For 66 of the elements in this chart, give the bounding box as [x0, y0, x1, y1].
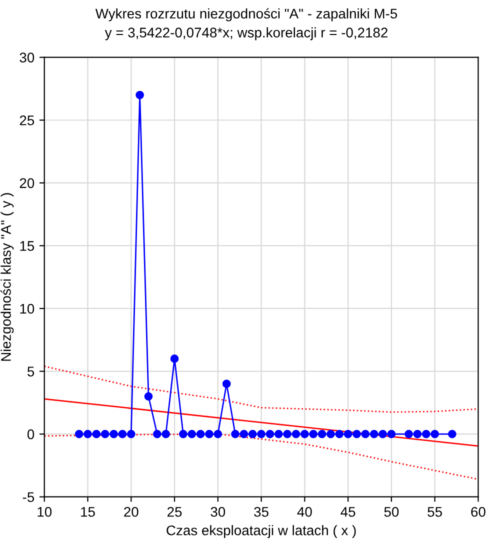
- y-tick-label: -5: [22, 492, 34, 502]
- point: [335, 430, 344, 438]
- point: [266, 430, 274, 438]
- point: [300, 430, 309, 438]
- point: [74, 430, 84, 438]
- point: [136, 90, 144, 100]
- x-tick-label: 45: [340, 507, 356, 517]
- point: [118, 430, 127, 438]
- y-tick-label: 20: [20, 178, 34, 188]
- x-tick-label: 30: [210, 506, 226, 517]
- point: [404, 430, 413, 438]
- point: [274, 430, 283, 438]
- x-tick-label: 15: [81, 507, 95, 517]
- y-tick-label: 15: [20, 241, 34, 251]
- y-tick-label: 5: [27, 366, 34, 376]
- x-tick-label: 55: [428, 507, 442, 517]
- point: [448, 430, 456, 438]
- point: [231, 430, 240, 438]
- y-tick-label: 10: [20, 304, 34, 314]
- x-tick-label: 20: [124, 506, 138, 517]
- point: [292, 430, 300, 438]
- y-tick-label: 25: [20, 115, 34, 126]
- x-tick-label: 50: [384, 506, 399, 517]
- point: [309, 430, 318, 438]
- point: [283, 430, 292, 438]
- point: [170, 354, 179, 363]
- point: [370, 430, 378, 438]
- x-tick-label: 60: [471, 506, 486, 517]
- point: [179, 430, 188, 438]
- point: [430, 430, 439, 438]
- point: [214, 430, 222, 438]
- line-series: [44, 366, 478, 413]
- point: [361, 430, 370, 438]
- point: [126, 430, 136, 438]
- point: [100, 430, 110, 438]
- y-tick-label: 30: [20, 52, 34, 62]
- x-tick-label: 40: [297, 506, 312, 517]
- point: [387, 430, 396, 438]
- chart-title: Wykres rozrzutu niezgodności "A" - zapalniki M-5: [95, 8, 398, 22]
- point: [196, 430, 205, 438]
- point: [110, 430, 118, 438]
- x-axis-title: Czas eksploatacji w latach ( x ): [166, 525, 356, 538]
- point: [378, 430, 387, 438]
- point: [352, 430, 361, 438]
- point: [205, 430, 214, 438]
- point: [162, 430, 170, 438]
- y-tick-label: 0: [27, 429, 34, 440]
- point: [222, 380, 231, 388]
- point: [84, 430, 92, 438]
- chart-subtitle: y = 3,5422-0,0748*x; wsp.korelacji r = -0,2182: [104, 27, 388, 40]
- y-axis-title: Niezgodności klasy "A" ( y ): [0, 193, 14, 361]
- point: [257, 430, 266, 438]
- point: [144, 392, 153, 401]
- point: [318, 430, 326, 438]
- point: [344, 430, 352, 438]
- x-tick-label: 35: [254, 506, 268, 517]
- point: [240, 430, 248, 438]
- point: [413, 430, 422, 438]
- point: [248, 430, 257, 438]
- x-tick-label: 10: [38, 506, 52, 517]
- point: [326, 430, 335, 438]
- point: [188, 430, 196, 438]
- point: [422, 430, 430, 438]
- x-tick-label: 25: [167, 506, 182, 517]
- point: [153, 430, 162, 438]
- point: [92, 430, 101, 438]
